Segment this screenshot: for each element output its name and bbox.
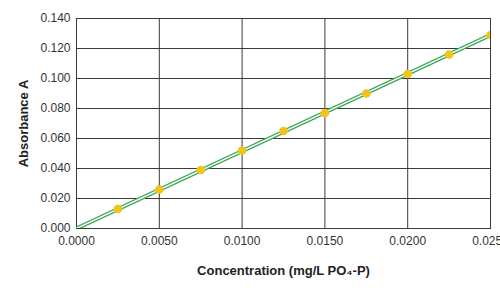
svg-text:0.0200: 0.0200 bbox=[389, 234, 426, 248]
svg-text:0.100: 0.100 bbox=[40, 71, 70, 85]
svg-text:0.020: 0.020 bbox=[40, 191, 70, 205]
svg-text:Absorbance A: Absorbance A bbox=[16, 79, 31, 167]
svg-text:0.040: 0.040 bbox=[40, 161, 70, 175]
svg-text:0.0250: 0.0250 bbox=[472, 234, 500, 248]
svg-text:0.060: 0.060 bbox=[40, 131, 70, 145]
svg-text:0.0000: 0.0000 bbox=[58, 234, 95, 248]
svg-text:0.0050: 0.0050 bbox=[141, 234, 178, 248]
svg-text:0.0150: 0.0150 bbox=[307, 234, 344, 248]
svg-text:Concentration (mg/L PO₄-P): Concentration (mg/L PO₄-P) bbox=[197, 263, 370, 278]
svg-text:0.120: 0.120 bbox=[40, 41, 70, 55]
svg-text:0.080: 0.080 bbox=[40, 101, 70, 115]
svg-text:0.140: 0.140 bbox=[40, 11, 70, 25]
svg-text:0.0100: 0.0100 bbox=[224, 234, 261, 248]
svg-text:0.000: 0.000 bbox=[40, 221, 70, 235]
